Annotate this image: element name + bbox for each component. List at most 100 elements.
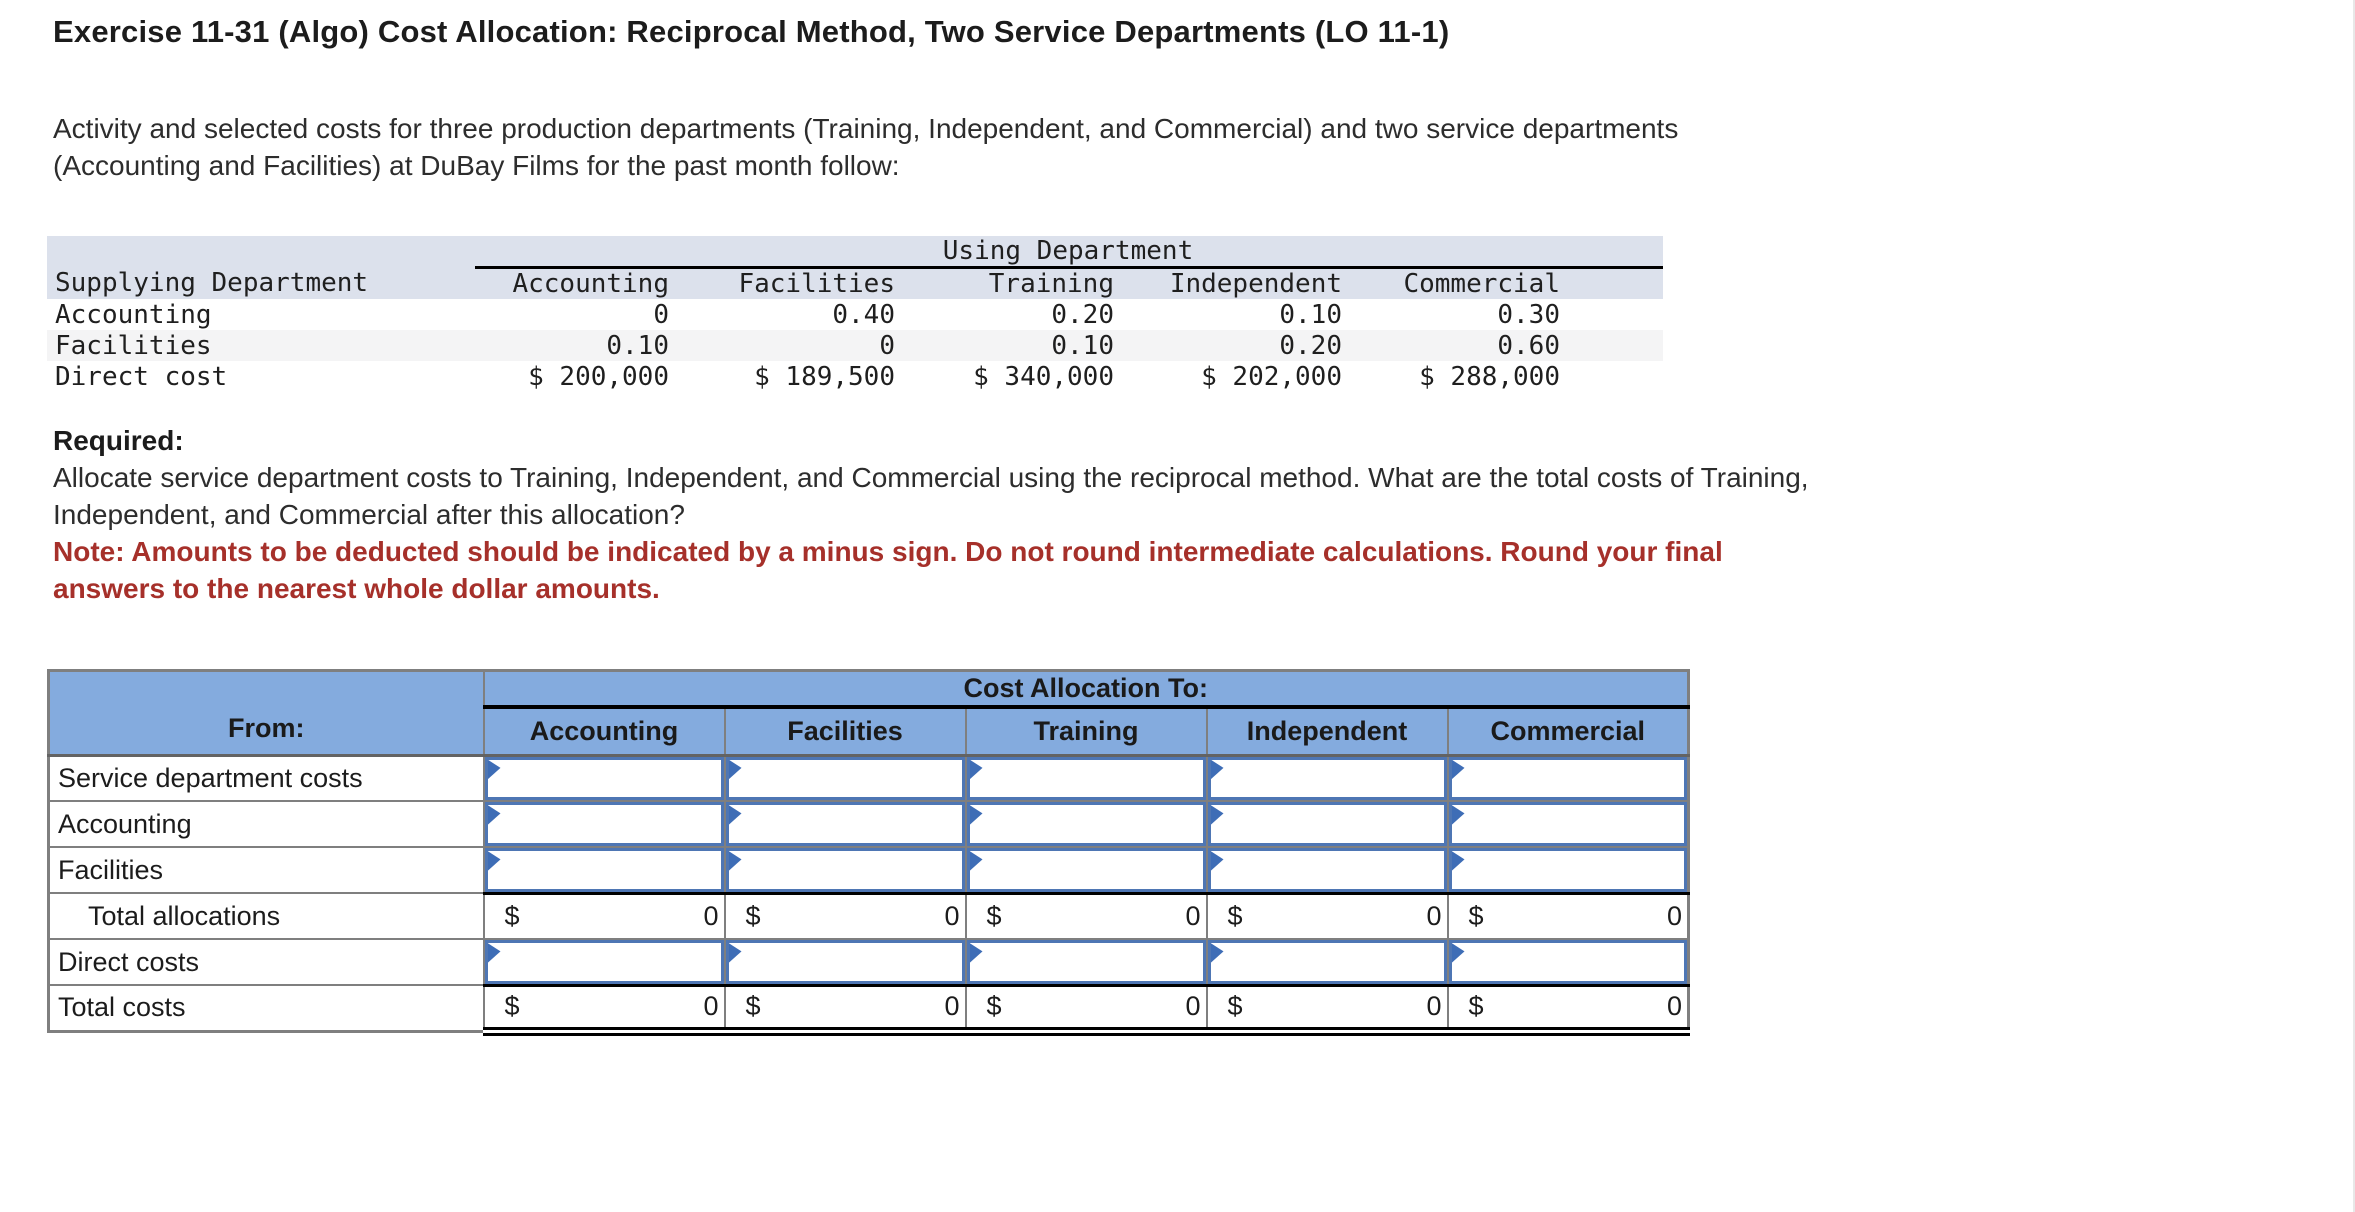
- cell-flag-icon: [728, 851, 742, 871]
- using-department-header-row: Using Department: [47, 236, 1663, 269]
- allocation-input[interactable]: [1448, 802, 1687, 846]
- allocation-input[interactable]: [1207, 848, 1447, 892]
- allocation-input[interactable]: [484, 802, 724, 846]
- total-cell: $0: [482, 983, 726, 1036]
- cell-flag-icon: [969, 759, 983, 780]
- allocation-cell: [723, 800, 967, 848]
- row-direct-costs: Direct costs: [47, 938, 1690, 986]
- total-value: 0: [1666, 991, 1682, 1021]
- total-value: 0: [944, 991, 960, 1021]
- allocation-cell: [964, 846, 1208, 894]
- total-value: 0: [703, 900, 719, 931]
- row-pad: [1570, 299, 1663, 330]
- allocation-input[interactable]: [725, 756, 965, 800]
- allocation-input[interactable]: [1207, 802, 1447, 846]
- cell-flag-icon: [487, 759, 501, 780]
- cell-flag-icon: [487, 805, 501, 825]
- cell-value: 0.20: [1124, 330, 1352, 361]
- cell-value: 0: [679, 330, 905, 361]
- allocation-input[interactable]: [725, 802, 965, 846]
- currency-symbol: $: [745, 991, 761, 1021]
- allocation-cell: [723, 754, 967, 802]
- cell-value: 0.10: [475, 330, 679, 361]
- allocation-cell: [482, 846, 726, 894]
- allocation-input[interactable]: [725, 848, 965, 892]
- allocation-cell: [1205, 754, 1449, 802]
- required-heading: Required:: [53, 425, 184, 456]
- allocation-input[interactable]: [1448, 756, 1687, 800]
- allocation-input[interactable]: [966, 756, 1206, 800]
- table-row-facilities: Facilities 0.10 0 0.10 0.20 0.60: [47, 330, 1663, 361]
- note-text: Note: Amounts to be deducted should be i…: [53, 536, 1723, 604]
- column-header-row: Supplying Department Accounting Faciliti…: [47, 267, 1663, 299]
- row-label: Facilities: [47, 330, 475, 361]
- cell-flag-icon: [1451, 943, 1465, 963]
- cell-value: $ 200,000: [528, 361, 669, 392]
- alloc-col-header-accounting: Accounting: [482, 706, 726, 757]
- allocation-input[interactable]: [966, 802, 1206, 846]
- cell-flag-icon: [1451, 805, 1465, 825]
- total-value: 0: [1426, 991, 1442, 1021]
- cell-flag-icon: [1210, 759, 1224, 780]
- allocation-input[interactable]: [966, 940, 1206, 984]
- total-cell: $0: [1205, 983, 1449, 1036]
- allocation-input[interactable]: [966, 848, 1206, 892]
- allocation-cell: [482, 800, 726, 848]
- allocation-input[interactable]: [725, 940, 965, 984]
- cell-flag-icon: [1210, 851, 1224, 871]
- cell-flag-icon: [969, 943, 983, 963]
- total-cell: $0: [1446, 983, 1690, 1036]
- currency-symbol: $: [745, 900, 761, 931]
- allocation-span-header-row: From: Cost Allocation To:: [47, 669, 1690, 757]
- cell-value: $ 340,000: [973, 361, 1114, 392]
- corner-spacer: [47, 236, 475, 268]
- cell-flag-icon: [969, 805, 983, 825]
- allocation-cell: [1446, 938, 1690, 986]
- currency-symbol: $: [1227, 991, 1243, 1021]
- row-pad: [1570, 361, 1663, 392]
- currency-symbol: $: [986, 900, 1002, 931]
- cell-flag-icon: [1210, 943, 1224, 963]
- cell-value: 0: [653, 299, 669, 330]
- allocation-input[interactable]: [1207, 756, 1447, 800]
- currency-symbol: $: [504, 991, 520, 1021]
- currency-symbol: $: [504, 900, 520, 931]
- cell-flag-icon: [1210, 805, 1224, 825]
- allocation-cell: [964, 938, 1208, 986]
- allocation-cell: [723, 846, 967, 894]
- row-label: Facilities: [47, 846, 485, 894]
- table-row-accounting: Accounting 0 0.40 0.20 0.10 0.30: [47, 299, 1663, 330]
- total-cell: $0: [964, 983, 1208, 1036]
- total-value: 0: [944, 900, 960, 931]
- row-label: Direct cost: [55, 361, 228, 392]
- cell-value: 0.10: [905, 330, 1124, 361]
- total-cell: $0: [1205, 891, 1449, 940]
- total-value: 0: [1426, 900, 1442, 931]
- allocation-input[interactable]: [484, 940, 724, 984]
- page-title: Exercise 11-31 (Algo) Cost Allocation: R…: [53, 14, 1450, 49]
- total-cell: $0: [482, 891, 726, 940]
- allocation-input[interactable]: [484, 848, 724, 892]
- cell-flag-icon: [728, 759, 742, 780]
- exercise-page: Exercise 11-31 (Algo) Cost Allocation: R…: [47, 14, 1809, 1036]
- row-pad: [1570, 330, 1663, 361]
- allocation-input[interactable]: [1448, 848, 1687, 892]
- allocation-input[interactable]: [1207, 940, 1447, 984]
- allocation-input[interactable]: [1448, 940, 1687, 984]
- cell-flag-icon: [1451, 759, 1465, 780]
- allocation-cell: [964, 800, 1208, 848]
- alloc-col-header-commercial: Commercial: [1446, 706, 1690, 757]
- total-cell: $0: [964, 891, 1208, 940]
- cell-value: 0.10: [1279, 299, 1342, 330]
- col-header-accounting: Accounting: [475, 267, 679, 299]
- alloc-col-header-training: Training: [964, 706, 1208, 757]
- cell-value: 0.30: [1497, 299, 1560, 330]
- col-header-facilities: Facilities: [679, 267, 905, 299]
- row-label: Accounting: [55, 299, 212, 330]
- table-row-direct-cost: Direct cost $ 200,000 $ 189,500 $ 340,00…: [47, 361, 1663, 392]
- total-cell: $0: [723, 983, 967, 1036]
- allocation-cell: [723, 938, 967, 986]
- window-right-edge: [2353, 0, 2355, 1212]
- allocation-input[interactable]: [484, 756, 724, 800]
- allocation-cell: [1205, 800, 1449, 848]
